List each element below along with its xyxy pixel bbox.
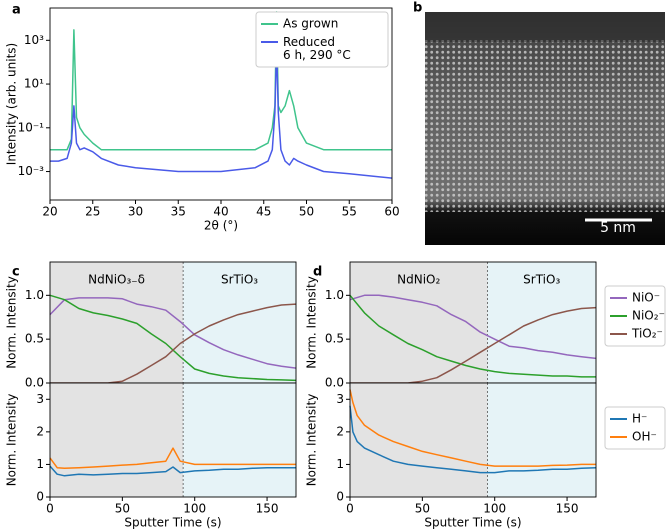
panel-letter: b xyxy=(413,1,422,16)
x-axis-label: 2θ (°) xyxy=(204,219,238,233)
legend-label: As grown xyxy=(283,17,338,31)
x-tick-label: 150 xyxy=(256,502,279,516)
region-label: NdNiO₂ xyxy=(397,273,440,287)
y-tick-label: 0.0 xyxy=(25,376,44,390)
y-tick-label: 2 xyxy=(336,424,344,438)
x-tick-label: 100 xyxy=(183,502,206,516)
y-tick-label: 3 xyxy=(336,392,344,406)
series-line xyxy=(349,389,596,467)
y-tick-label: 0.5 xyxy=(325,332,344,346)
y-tick-label: 10⁻¹ xyxy=(18,120,45,134)
region xyxy=(487,383,596,497)
series-line xyxy=(349,405,597,474)
panel-letter: c xyxy=(12,265,20,280)
region-label: NdNiO₃₋δ xyxy=(88,273,145,287)
y-tick-label: 1 xyxy=(336,457,344,471)
y-axis-label: Norm. Intensity xyxy=(5,394,19,487)
x-tick-label: 40 xyxy=(213,205,228,219)
series-line xyxy=(49,465,296,477)
y-tick-label: 0.5 xyxy=(25,332,44,346)
y-tick-label: 10⁻³ xyxy=(18,164,45,178)
y-tick-label: 10¹ xyxy=(24,77,44,91)
series-line xyxy=(50,46,393,179)
region-label: SrTiO₃ xyxy=(221,273,258,287)
y-tick-label: 0.0 xyxy=(325,376,344,390)
x-tick-label: 25 xyxy=(85,205,100,219)
x-tick-label: 50 xyxy=(115,502,130,516)
region-label: SrTiO₃ xyxy=(523,273,560,287)
region xyxy=(350,383,488,497)
x-tick-label: 0 xyxy=(346,502,354,516)
region xyxy=(183,262,296,383)
series-line xyxy=(349,294,596,378)
y-tick-label: 0 xyxy=(336,490,344,504)
x-axis-label: Sputter Time (s) xyxy=(124,516,221,530)
x-tick-label: 45 xyxy=(256,205,271,219)
legend-label: H⁻ xyxy=(632,412,647,426)
x-axis-label: Sputter Time (s) xyxy=(424,516,521,530)
y-axis-label: Intensity (arb. units) xyxy=(5,43,19,165)
x-tick-label: 50 xyxy=(415,502,430,516)
x-tick-label: 0 xyxy=(46,502,54,516)
legend-label: OH⁻ xyxy=(632,430,657,444)
legend-box xyxy=(604,285,666,347)
x-tick-label: 100 xyxy=(483,502,506,516)
series-line xyxy=(49,297,297,369)
legend-box xyxy=(255,11,389,68)
panel-letter: d xyxy=(313,265,322,280)
series-line xyxy=(49,447,296,470)
y-tick-label: 1.0 xyxy=(25,288,44,302)
region xyxy=(183,383,296,497)
x-tick-label: 35 xyxy=(171,205,186,219)
x-tick-label: 55 xyxy=(342,205,357,219)
x-tick-label: 30 xyxy=(128,205,143,219)
y-tick-label: 0 xyxy=(36,490,44,504)
legend-label: Reduced 6 h, 290 °C xyxy=(283,35,351,62)
legend-label: TiO₂⁻ xyxy=(631,327,663,341)
region xyxy=(487,262,596,383)
stem-image: 5 nm xyxy=(425,12,665,245)
legend-label: NiO₂⁻ xyxy=(632,309,665,323)
panel-letter: a xyxy=(12,3,21,18)
scale-bar-label: 5 nm xyxy=(600,220,636,236)
y-tick-label: 3 xyxy=(36,392,44,406)
legend-label: NiO⁻ xyxy=(632,291,660,305)
region xyxy=(350,262,488,383)
y-tick-label: 10³ xyxy=(24,33,44,47)
x-tick-label: 60 xyxy=(384,205,399,219)
x-tick-label: 20 xyxy=(42,205,57,219)
region xyxy=(50,383,184,497)
y-tick-label: 1.0 xyxy=(325,288,344,302)
y-axis-label: Norm. Intensity xyxy=(305,276,319,369)
y-axis-label: Norm. Intensity xyxy=(5,276,19,369)
series-line xyxy=(349,294,597,360)
y-tick-label: 1 xyxy=(36,457,44,471)
region xyxy=(50,262,184,383)
x-tick-label: 50 xyxy=(299,205,314,219)
axes-frame xyxy=(49,382,297,498)
x-tick-label: 150 xyxy=(556,502,579,516)
legend-box xyxy=(604,406,666,450)
y-axis-label: Norm. Intensity xyxy=(305,394,319,487)
axes-frame xyxy=(349,382,597,498)
y-tick-label: 2 xyxy=(36,424,44,438)
series-line xyxy=(50,11,392,151)
